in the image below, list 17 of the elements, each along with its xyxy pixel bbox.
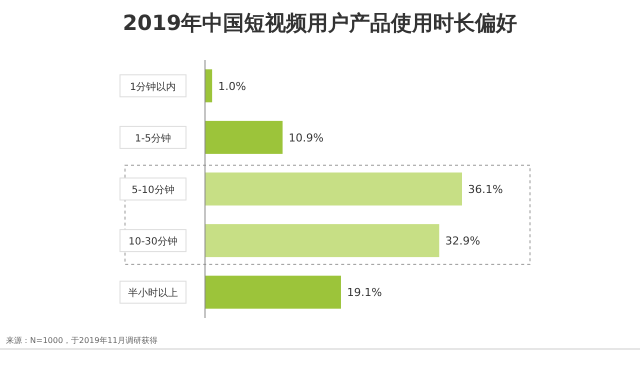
y-tick-label: 10-30分钟 — [128, 236, 178, 248]
bar — [205, 120, 283, 154]
data-label: 32.9% — [445, 234, 480, 248]
y-tick-label: 半小时以上 — [128, 287, 178, 300]
source-note: 来源：N=1000，于2019年11月调研获得 — [6, 336, 158, 345]
bar — [205, 69, 212, 102]
bar — [205, 224, 440, 258]
y-tick-label: 1-5分钟 — [134, 132, 172, 144]
bar — [205, 172, 462, 206]
data-label: 36.1% — [468, 183, 503, 196]
data-label: 19.1% — [346, 286, 382, 300]
data-label: 1.0% — [218, 80, 246, 93]
chart-title: 2019年中国短视频用户产品使用时长偏好 — [122, 11, 518, 35]
y-tick-label: 5-10分钟 — [132, 184, 174, 196]
data-label: 10.9% — [288, 131, 324, 144]
bar — [205, 276, 341, 309]
y-tick-label: 1分钟以内 — [130, 80, 176, 93]
